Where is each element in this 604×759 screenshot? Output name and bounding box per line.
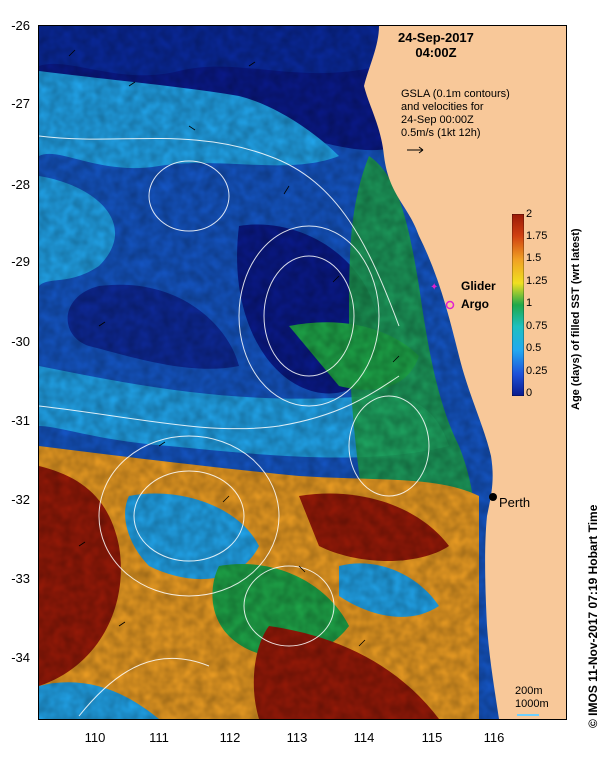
x-tick-label: 111 bbox=[149, 730, 169, 745]
y-tick-label: -27 bbox=[11, 96, 30, 111]
map-date: 24-Sep-2017 bbox=[398, 30, 474, 45]
perth-marker-icon bbox=[489, 493, 497, 501]
depth-label-200m: 200m bbox=[515, 685, 543, 697]
map-time: 04:00Z bbox=[415, 45, 457, 60]
glider-marker-icon: ✦ bbox=[430, 282, 438, 293]
colorbar-title-text: Age (days) of filled SST (wrt latest) bbox=[570, 228, 582, 410]
velocity-arrows bbox=[68, 49, 400, 647]
y-tick-label: -31 bbox=[11, 413, 30, 428]
colorbar-tick: 1.25 bbox=[526, 275, 548, 287]
y-tick-label: -32 bbox=[11, 492, 30, 507]
colorbar-tick: 1.5 bbox=[526, 252, 542, 264]
map-plot-area: ✦ GSLA (0.1m contours) and velocities fo… bbox=[38, 25, 567, 720]
x-tick-label: 115 bbox=[421, 730, 443, 745]
argo-marker-icon bbox=[445, 300, 455, 310]
y-tick-label: -30 bbox=[11, 334, 30, 349]
map-datetime: 24-Sep-2017 04:00Z bbox=[398, 30, 474, 60]
colorbar-tick: 2 bbox=[526, 208, 533, 220]
annotation-line: GSLA (0.1m contours) bbox=[401, 88, 510, 100]
sst-age-map: ✦ bbox=[39, 26, 566, 719]
colorbar-tick: 0.5 bbox=[526, 342, 542, 354]
perth-label: Perth bbox=[499, 495, 531, 510]
depth-label-1000m: 1000m bbox=[515, 698, 549, 710]
gsla-annotation: GSLA (0.1m contours) and velocities for … bbox=[401, 88, 510, 140]
x-tick-label: 113 bbox=[286, 730, 308, 745]
x-tick-label: 116 bbox=[483, 730, 505, 745]
y-tick-label: -34 bbox=[11, 650, 30, 665]
y-tick-label: -29 bbox=[11, 254, 30, 269]
colorbar-tick: 1 bbox=[526, 297, 533, 309]
x-tick-label: 110 bbox=[84, 730, 106, 745]
australia-landmass bbox=[364, 26, 566, 719]
y-tick-label: -33 bbox=[11, 571, 30, 586]
colorbar-tick: 0.75 bbox=[526, 320, 548, 332]
y-tick-label: -28 bbox=[11, 177, 30, 192]
colorbar-tick: 1.75 bbox=[526, 230, 548, 242]
annotation-line: 0.5m/s (1kt 12h) bbox=[401, 127, 481, 139]
age-colorbar bbox=[512, 214, 524, 396]
colorbar-tick: 0.25 bbox=[526, 365, 548, 377]
credit-text: © IMOS 11-Nov-2017 07:19 Hobart Time bbox=[586, 504, 600, 728]
colorbar-tick: 0 bbox=[526, 387, 533, 399]
legend-argo-label: Argo bbox=[461, 297, 489, 311]
colorbar-title: Age (days) of filled SST (wrt latest) bbox=[570, 228, 582, 410]
x-tick-label: 114 bbox=[353, 730, 375, 745]
annotation-line: 24-Sep 00:00Z bbox=[401, 114, 474, 126]
credit-label: © IMOS 11-Nov-2017 07:19 Hobart Time bbox=[586, 504, 600, 728]
y-tick-label: -26 bbox=[11, 18, 30, 33]
x-tick-label: 112 bbox=[219, 730, 241, 745]
annotation-line: and velocities for bbox=[401, 101, 484, 113]
legend-glider-label: Glider bbox=[461, 279, 496, 293]
gsla-contours bbox=[39, 135, 430, 717]
